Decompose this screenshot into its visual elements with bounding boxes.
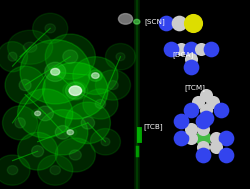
Ellipse shape: [0, 42, 28, 72]
Ellipse shape: [2, 106, 37, 140]
Ellipse shape: [88, 70, 102, 81]
Ellipse shape: [34, 111, 40, 116]
Ellipse shape: [133, 19, 140, 24]
Ellipse shape: [18, 132, 58, 170]
Ellipse shape: [44, 62, 66, 81]
Point: [203, 117, 207, 120]
Ellipse shape: [38, 110, 88, 155]
Ellipse shape: [32, 109, 44, 118]
Point: [223, 136, 227, 139]
Point: [203, 93, 207, 96]
Ellipse shape: [5, 66, 45, 104]
Point: [213, 146, 217, 149]
Ellipse shape: [55, 125, 70, 139]
Ellipse shape: [65, 102, 110, 144]
Ellipse shape: [107, 81, 118, 90]
Ellipse shape: [90, 129, 120, 155]
Point: [208, 48, 212, 51]
Point: [188, 48, 192, 51]
Point: [188, 136, 192, 139]
Ellipse shape: [45, 34, 95, 79]
Point: [210, 101, 214, 104]
Point: [218, 108, 222, 111]
Ellipse shape: [37, 106, 53, 121]
Point: [223, 153, 227, 156]
Point: [200, 127, 204, 130]
Ellipse shape: [20, 40, 90, 104]
Ellipse shape: [23, 42, 37, 52]
Ellipse shape: [8, 30, 52, 64]
Ellipse shape: [0, 155, 30, 185]
Ellipse shape: [72, 57, 118, 94]
Ellipse shape: [67, 130, 73, 135]
Ellipse shape: [45, 24, 55, 33]
Point: [213, 136, 217, 139]
Ellipse shape: [15, 118, 25, 128]
Point: [200, 120, 204, 123]
Ellipse shape: [65, 82, 85, 99]
Text: [TCM]: [TCM]: [184, 84, 204, 91]
Ellipse shape: [50, 68, 59, 75]
Ellipse shape: [95, 70, 130, 100]
Ellipse shape: [95, 99, 105, 108]
Point: [198, 48, 202, 51]
Ellipse shape: [32, 13, 68, 43]
Point: [168, 48, 172, 51]
Text: [TCB]: [TCB]: [143, 123, 163, 130]
Point: [188, 127, 192, 130]
Ellipse shape: [62, 50, 78, 64]
Ellipse shape: [38, 155, 72, 185]
Point: [178, 48, 182, 51]
Ellipse shape: [116, 53, 124, 61]
Ellipse shape: [8, 52, 17, 61]
Point: [196, 101, 200, 104]
Ellipse shape: [69, 86, 81, 95]
Point: [178, 136, 182, 139]
Point: [190, 22, 194, 25]
Point: [200, 136, 204, 139]
Point: [188, 108, 192, 111]
Ellipse shape: [105, 43, 135, 70]
Ellipse shape: [18, 89, 72, 138]
Ellipse shape: [88, 70, 102, 81]
Ellipse shape: [62, 81, 88, 100]
Ellipse shape: [64, 127, 76, 137]
Point: [177, 22, 181, 25]
Ellipse shape: [50, 166, 60, 175]
Point: [200, 153, 204, 156]
Ellipse shape: [100, 138, 110, 146]
Ellipse shape: [32, 146, 44, 157]
Point: [178, 120, 182, 123]
Point: [188, 57, 192, 60]
Ellipse shape: [55, 138, 95, 172]
Circle shape: [118, 14, 132, 24]
Point: [200, 146, 204, 149]
Text: [DCA]: [DCA]: [171, 51, 192, 58]
Ellipse shape: [69, 150, 81, 160]
Point: [203, 108, 207, 111]
Text: [SCN]: [SCN]: [144, 18, 165, 25]
Ellipse shape: [42, 62, 108, 119]
Ellipse shape: [82, 89, 118, 119]
Point: [188, 65, 192, 68]
Point: [163, 22, 167, 25]
Ellipse shape: [19, 79, 31, 91]
Ellipse shape: [81, 117, 94, 129]
Ellipse shape: [91, 73, 99, 78]
Ellipse shape: [46, 65, 64, 79]
Ellipse shape: [7, 166, 18, 175]
